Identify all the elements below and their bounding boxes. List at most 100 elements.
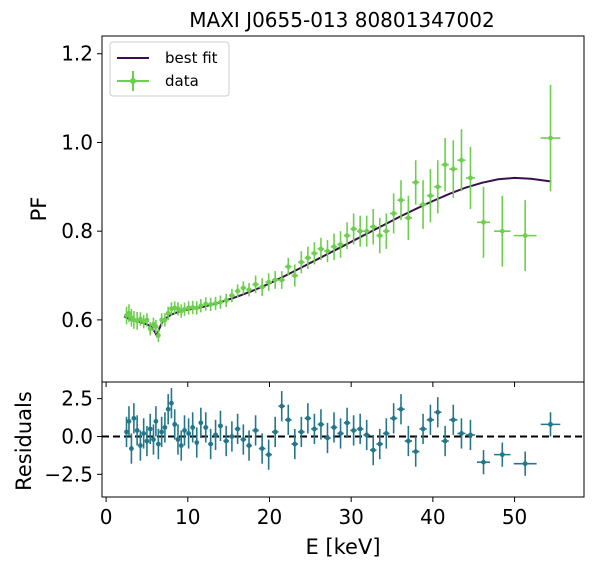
residual-point — [129, 433, 134, 464]
residual-point — [376, 428, 384, 460]
residual-point — [208, 428, 214, 460]
residual-point — [124, 416, 129, 448]
residuals-axes-frame — [101, 381, 585, 498]
pf-data-point — [213, 296, 219, 311]
residual-point — [126, 406, 132, 437]
pf-data-point — [203, 297, 209, 311]
residual-point — [383, 418, 390, 449]
residual-point — [278, 391, 285, 422]
pf-data-point — [284, 257, 292, 276]
x-tick-label: 0 — [100, 505, 113, 529]
residual-point — [426, 404, 435, 435]
pf-data-point — [258, 278, 266, 296]
pf-data-point — [265, 273, 272, 292]
pf-y-tick-label: 0.6 — [61, 308, 93, 332]
pf-data-point — [198, 299, 204, 313]
residual-point — [141, 418, 147, 449]
residual-point — [234, 413, 241, 445]
residual-point — [465, 419, 475, 451]
pf-data-point — [540, 84, 561, 192]
residual-point — [389, 403, 398, 434]
residual-point — [162, 412, 168, 443]
pf-data-point — [383, 213, 390, 249]
pf-data-point — [126, 304, 132, 323]
residual-point — [271, 416, 279, 448]
residuals-panel: −2.5 0.0 2.5 0 10 20 30 40 50 Residuals E [keV] — [12, 381, 585, 559]
pf-data-point — [356, 215, 364, 247]
residuals-y-tick-label: 2.5 — [61, 387, 93, 411]
pf-data-point — [194, 301, 200, 315]
pf-data-points — [124, 84, 561, 343]
residual-point — [434, 397, 442, 428]
x-tick-label: 40 — [420, 505, 445, 529]
pf-data-point — [162, 313, 168, 327]
residual-point — [343, 407, 351, 438]
residual-point — [137, 430, 143, 461]
residual-point — [203, 412, 209, 443]
pf-data-point — [240, 281, 247, 295]
residual-point — [291, 428, 299, 460]
residual-point — [229, 421, 235, 452]
residual-point — [330, 412, 338, 443]
pf-data-point — [208, 297, 214, 312]
x-tick-label: 30 — [338, 505, 363, 529]
x-axis-label: E [keV] — [305, 535, 380, 559]
x-tick-label: 20 — [257, 505, 282, 529]
pf-data-point — [298, 251, 305, 274]
residual-point — [144, 425, 150, 457]
pf-data-point — [153, 319, 159, 334]
pf-data-point — [434, 160, 442, 214]
pf-data-point — [441, 138, 449, 192]
pf-data-point — [223, 293, 230, 308]
pf-data-point — [457, 129, 466, 192]
pf-y-axis-label: PF — [27, 197, 51, 222]
pf-data-point — [304, 246, 312, 269]
residual-point — [240, 424, 247, 455]
pf-data-point — [151, 317, 156, 331]
residual-point — [155, 428, 161, 460]
pf-data-point — [397, 180, 405, 221]
pf-data-point — [252, 275, 259, 294]
pf-data-point — [155, 328, 161, 343]
residual-point — [298, 416, 305, 448]
residual-point — [131, 403, 137, 434]
residual-point — [246, 430, 252, 461]
residual-point — [151, 424, 156, 455]
residual-point — [252, 415, 259, 446]
residual-data-points — [124, 388, 561, 476]
pf-data-point — [389, 193, 398, 234]
residual-point — [218, 410, 223, 442]
residual-point — [213, 419, 219, 451]
residual-point — [194, 427, 200, 458]
pf-data-point — [182, 302, 187, 316]
pf-data-point — [376, 217, 384, 254]
legend-best-fit-label: best fit — [165, 49, 218, 67]
residual-point — [363, 419, 370, 451]
residual-point — [165, 394, 171, 425]
residual-point — [304, 403, 312, 434]
pf-data-point — [412, 160, 420, 205]
residuals-y-tick-label: 0.0 — [61, 424, 93, 448]
pf-data-point — [190, 300, 196, 315]
pf-data-point — [186, 301, 191, 315]
chart-title: MAXI J0655-013 80801347002 — [189, 8, 494, 32]
residual-point — [258, 433, 266, 464]
pf-data-point — [131, 311, 137, 329]
residual-point — [172, 409, 178, 440]
x-tick-label: 10 — [175, 505, 200, 529]
residual-point — [350, 415, 357, 446]
pf-y-tick-label: 1.2 — [61, 42, 93, 66]
residual-point — [169, 388, 174, 419]
residual-point — [159, 416, 165, 448]
pf-data-point — [465, 146, 475, 209]
pf-data-point — [311, 242, 318, 265]
pf-panel: 0.6 0.8 1.0 1.2 PF — [27, 35, 585, 387]
residual-point — [324, 422, 331, 454]
pf-data-point — [278, 271, 285, 289]
pf-y-tick-label: 1.0 — [61, 130, 93, 154]
residual-point — [311, 413, 318, 445]
pf-data-point — [165, 306, 171, 320]
residual-point — [513, 451, 537, 476]
pf-data-point — [291, 264, 299, 287]
